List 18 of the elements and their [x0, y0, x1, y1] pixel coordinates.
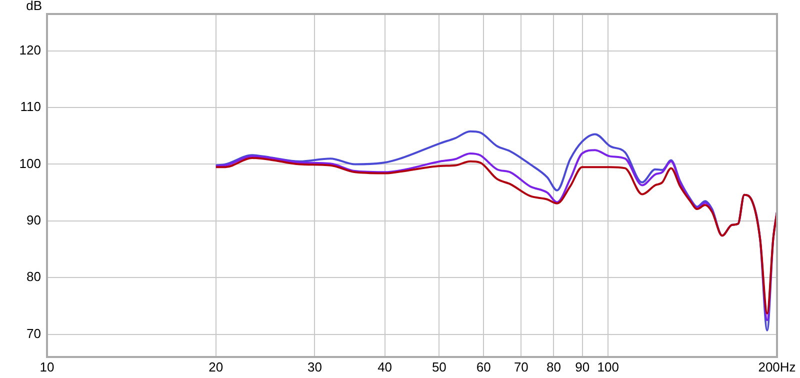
x-tick-label: 200Hz — [758, 359, 796, 374]
y-tick-label: 110 — [20, 99, 41, 114]
x-tick-label: 20 — [208, 359, 224, 374]
y-axis-title: dB — [26, 0, 42, 14]
y-tick-label: 120 — [19, 42, 41, 58]
x-tick-label: 60 — [476, 359, 491, 374]
x-tick-label: 100 — [597, 359, 619, 374]
y-tick-label: 90 — [26, 212, 41, 228]
x-tick-label: 80 — [546, 359, 561, 374]
x-tick-label: 10 — [40, 359, 54, 374]
y-tick-label: 80 — [26, 269, 41, 284]
x-tick-label: 90 — [575, 359, 590, 374]
y-tick-label: 100 — [19, 156, 41, 171]
x-tick-label: 70 — [514, 359, 528, 374]
y-tick-label: 70 — [26, 326, 41, 341]
x-tick-label: 50 — [432, 359, 446, 374]
x-tick-label: 40 — [378, 359, 392, 374]
x-tick-label: 30 — [307, 359, 322, 374]
